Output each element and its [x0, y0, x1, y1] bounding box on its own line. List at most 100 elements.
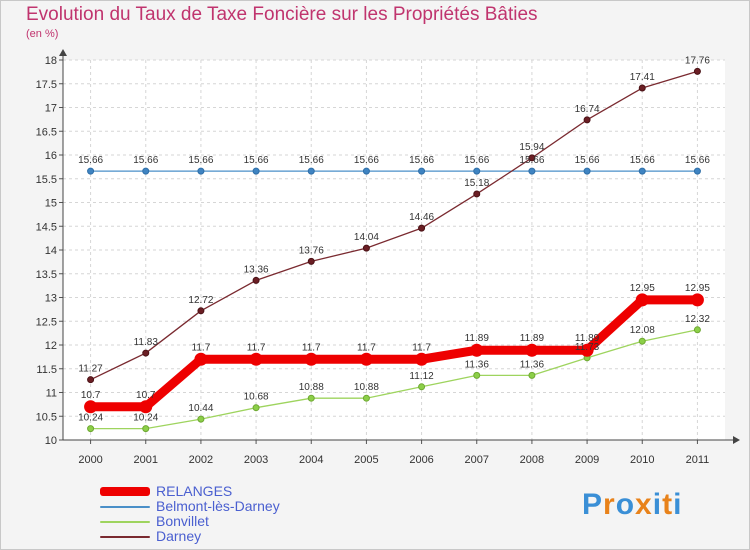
x-tick-label: 2009: [575, 454, 599, 466]
data-point-relanges: [304, 352, 318, 366]
logo-letter: i: [652, 488, 663, 521]
y-tick-label: 10.5: [36, 411, 57, 423]
x-tick-label: 2003: [244, 454, 268, 466]
data-point-belmont: [142, 167, 150, 175]
data-label-bonvillet: 10.88: [354, 382, 379, 393]
y-tick-label: 13.5: [36, 269, 57, 281]
data-point-relanges: [415, 352, 429, 366]
chart-legend: RELANGES Belmont-lès-Darney Bonvillet Da…: [100, 484, 280, 544]
data-label-bonvillet: 11.36: [520, 359, 545, 370]
data-point-relanges: [635, 293, 649, 307]
data-label-relanges: 12.95: [630, 283, 655, 294]
data-point-relanges: [139, 400, 153, 414]
data-label-bonvillet: 10.44: [188, 403, 213, 414]
data-point-bonvillet: [473, 371, 481, 379]
data-point-darney: [528, 154, 536, 162]
chart-title: Evolution du Taux de Taxe Foncière sur l…: [26, 4, 538, 25]
data-point-belmont: [87, 167, 95, 175]
logo-letter: P: [582, 488, 604, 521]
legend-label-bonvillet: Bonvillet: [156, 513, 209, 529]
y-tick-label: 17.5: [36, 79, 57, 91]
data-label-belmont: 15.66: [244, 155, 269, 166]
data-label-belmont: 15.66: [519, 155, 544, 166]
data-point-darney: [307, 257, 315, 265]
legend-label-darney: Darney: [156, 528, 202, 544]
logo-letter: o: [615, 488, 636, 521]
data-label-relanges: 11.7: [412, 342, 431, 353]
y-tick-label: 14.5: [36, 221, 57, 233]
legend-item-belmont: Belmont-lès-Darney: [100, 499, 280, 514]
y-tick-label: 18: [45, 55, 57, 67]
data-label-darney: 11.83: [134, 337, 159, 348]
data-label-relanges: 10.7: [136, 390, 156, 401]
data-label-bonvillet: 10.24: [133, 413, 158, 424]
data-label-bonvillet: 10.88: [299, 382, 324, 393]
y-tick-label: 15.5: [36, 174, 57, 186]
y-tick-label: 11.5: [36, 364, 57, 376]
x-tick-label: 2005: [354, 454, 378, 466]
data-label-darney: 15.18: [464, 178, 489, 189]
legend-swatch-relanges: [100, 487, 150, 496]
data-point-relanges: [690, 293, 704, 307]
series-line-bonvillet: [89, 329, 699, 430]
data-point-bonvillet: [638, 337, 646, 345]
data-label-relanges: 11.7: [357, 342, 376, 353]
data-point-darney: [142, 349, 150, 357]
legend-swatch-belmont: [100, 505, 150, 508]
y-tick-label: 13: [45, 293, 57, 305]
data-point-darney: [473, 190, 481, 198]
y-tick-label: 15: [45, 198, 57, 210]
y-tick-label: 17: [45, 103, 57, 115]
x-tick-label: 2008: [520, 454, 544, 466]
data-point-belmont: [307, 167, 315, 175]
data-point-bonvillet: [528, 371, 536, 379]
data-label-belmont: 15.66: [354, 155, 379, 166]
data-point-relanges: [580, 343, 594, 357]
data-label-darney: 14.04: [354, 232, 379, 243]
series-line-darney: [89, 70, 699, 381]
legend-item-relanges: RELANGES: [100, 484, 280, 499]
data-point-belmont: [362, 167, 370, 175]
data-label-belmont: 15.66: [299, 155, 324, 166]
data-label-relanges: 10.7: [81, 390, 101, 401]
data-label-darney: 17.76: [685, 55, 710, 66]
data-point-relanges: [194, 352, 208, 366]
x-tick-label: 2000: [78, 454, 102, 466]
data-point-belmont: [638, 167, 646, 175]
data-label-belmont: 15.66: [409, 155, 434, 166]
data-label-relanges: 12.95: [685, 283, 710, 294]
y-tick-label: 14: [45, 245, 57, 257]
logo-letter: t: [662, 488, 674, 521]
data-label-relanges: 11.7: [302, 342, 321, 353]
data-point-bonvillet: [307, 394, 315, 402]
data-label-bonvillet: 12.32: [685, 314, 710, 325]
data-point-belmont: [197, 167, 205, 175]
data-point-belmont: [583, 167, 591, 175]
legend-swatch-bonvillet: [100, 520, 150, 523]
data-label-bonvillet: 10.24: [78, 413, 103, 424]
legend-item-darney: Darney: [100, 529, 280, 544]
data-point-relanges: [249, 352, 263, 366]
data-point-bonvillet: [142, 425, 150, 433]
data-label-belmont: 15.66: [464, 155, 489, 166]
y-tick-label: 10: [45, 435, 57, 447]
data-point-darney: [693, 67, 701, 75]
data-label-relanges: 11.89: [520, 333, 545, 344]
data-label-belmont: 15.66: [685, 155, 710, 166]
x-tick-label: 2001: [134, 454, 158, 466]
data-label-relanges: 11.7: [247, 342, 266, 353]
data-point-darney: [362, 244, 370, 252]
y-axis-arrow: [59, 49, 67, 56]
data-point-darney: [252, 276, 260, 284]
data-point-darney: [197, 307, 205, 315]
data-point-relanges: [84, 400, 98, 414]
data-point-bonvillet: [87, 425, 95, 433]
data-label-bonvillet: 11.12: [409, 371, 434, 382]
chart-unit-label: (en %): [26, 28, 59, 40]
data-label-darney: 15.94: [519, 142, 544, 153]
data-point-relanges: [359, 352, 373, 366]
data-label-bonvillet: 10.68: [244, 392, 269, 403]
y-tick-label: 16: [45, 150, 57, 162]
data-label-relanges: 11.89: [465, 333, 490, 344]
data-label-darney: 12.72: [188, 295, 213, 306]
